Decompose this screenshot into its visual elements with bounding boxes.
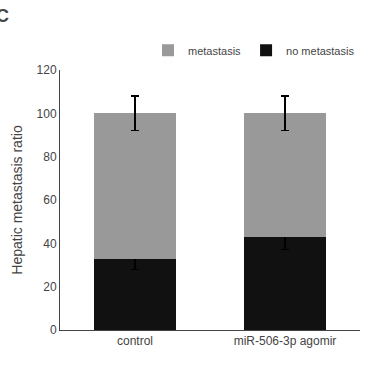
svg-text:60: 60 xyxy=(43,193,57,207)
svg-text:100: 100 xyxy=(37,107,57,121)
svg-text:40: 40 xyxy=(43,237,57,251)
svg-text:control: control xyxy=(117,334,153,348)
svg-text:120: 120 xyxy=(37,63,57,77)
svg-text:miR-506-3p agomir: miR-506-3p agomir xyxy=(234,334,337,348)
svg-text:80: 80 xyxy=(43,150,57,164)
svg-text:20: 20 xyxy=(43,280,57,294)
svg-text:metastasis: metastasis xyxy=(188,45,241,57)
svg-text:no metastasis: no metastasis xyxy=(286,45,354,57)
svg-text:Hepatic metastasis ratio: Hepatic metastasis ratio xyxy=(9,125,25,275)
svg-text:0: 0 xyxy=(50,323,57,337)
svg-text:C: C xyxy=(0,6,9,26)
